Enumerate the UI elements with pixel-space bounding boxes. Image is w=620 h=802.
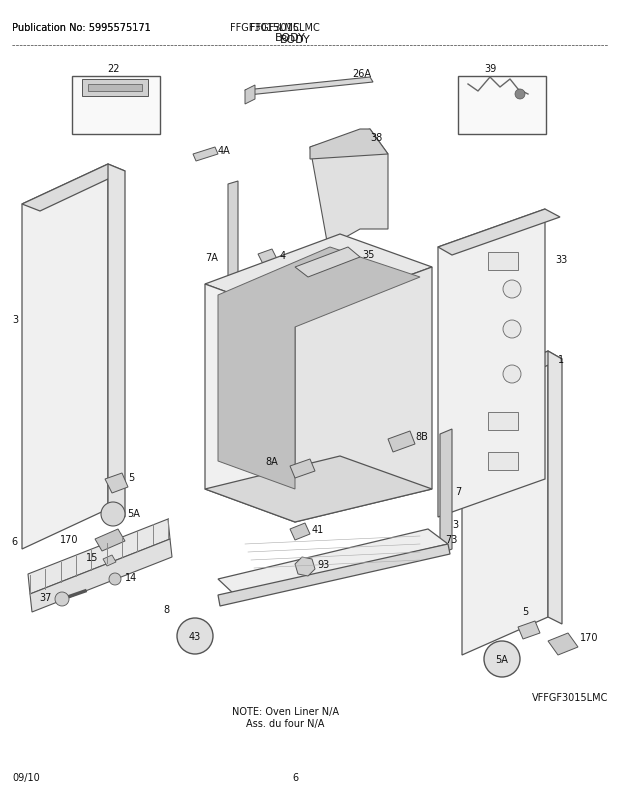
Text: FFGF3015LMC: FFGF3015LMC [250,23,320,33]
Text: 170: 170 [60,534,78,545]
Polygon shape [218,529,448,595]
Circle shape [515,90,525,100]
Polygon shape [310,130,388,160]
Polygon shape [295,557,315,577]
Text: 15: 15 [86,553,98,562]
Polygon shape [258,249,278,267]
Circle shape [503,321,521,338]
Text: 37: 37 [40,592,52,602]
Text: 41: 41 [312,525,324,534]
Polygon shape [193,148,218,162]
Polygon shape [290,460,315,479]
Bar [488,412,518,431]
Polygon shape [295,268,432,522]
Text: Ass. du four N/A: Ass. du four N/A [246,718,324,728]
Polygon shape [245,86,255,105]
Text: 14: 14 [125,573,137,582]
Polygon shape [290,524,310,541]
Text: 38: 38 [370,133,383,143]
Text: 09/10: 09/10 [12,772,40,782]
Polygon shape [105,473,128,493]
Circle shape [484,642,520,677]
Text: 7: 7 [455,486,461,496]
Circle shape [55,592,69,606]
Text: 93: 93 [317,559,329,569]
Text: 8: 8 [164,604,170,614]
Polygon shape [30,539,172,612]
Text: 6: 6 [292,772,298,782]
Text: 5: 5 [128,472,135,482]
Text: 8A: 8A [265,456,278,467]
Polygon shape [228,182,238,333]
Text: 73: 73 [445,534,458,545]
Text: 1: 1 [558,354,564,365]
Circle shape [503,366,521,383]
Polygon shape [518,622,540,639]
Text: 35: 35 [362,249,374,260]
Bar [488,253,518,270]
Text: 26A: 26A [352,69,371,79]
Text: 3: 3 [12,314,18,325]
Text: Publication No: 5995575171: Publication No: 5995575171 [12,23,151,33]
Circle shape [109,573,121,585]
Circle shape [177,618,213,654]
Polygon shape [245,78,373,96]
Polygon shape [218,248,420,489]
Text: 7A: 7A [205,253,218,263]
Polygon shape [205,285,295,522]
Text: VFFGF3015LMC: VFFGF3015LMC [531,692,608,702]
Text: 5A: 5A [495,654,508,664]
Text: Publication No: 5995575171: Publication No: 5995575171 [12,23,151,33]
Polygon shape [28,520,170,594]
Text: 170: 170 [580,632,598,642]
Polygon shape [22,164,125,212]
Text: BODY: BODY [280,35,311,45]
Polygon shape [103,555,116,566]
Polygon shape [440,429,452,554]
Text: 8B: 8B [415,431,428,441]
Text: 3: 3 [452,520,458,529]
Text: 6: 6 [12,537,18,546]
Polygon shape [388,431,415,452]
Polygon shape [548,351,562,624]
Bar [488,452,518,471]
Text: 4A: 4A [218,146,231,156]
Polygon shape [310,130,388,248]
Polygon shape [462,351,562,398]
Text: 5: 5 [522,606,528,616]
Polygon shape [462,351,548,655]
Text: eReplacementParts.com: eReplacementParts.com [234,378,386,391]
Text: 22: 22 [107,64,119,74]
Polygon shape [218,545,450,606]
Polygon shape [438,210,545,517]
Text: NOTE: Oven Liner N/A: NOTE: Oven Liner N/A [231,706,339,716]
Text: FFGF3015LMC: FFGF3015LMC [230,23,299,33]
Circle shape [101,502,125,526]
Polygon shape [88,85,142,92]
Bar [458,77,546,135]
Polygon shape [205,456,432,522]
Polygon shape [548,634,578,655]
Bar [72,77,160,135]
Polygon shape [295,248,360,277]
Polygon shape [438,210,560,256]
Polygon shape [108,164,125,517]
Polygon shape [82,80,148,97]
Text: 39: 39 [484,64,496,74]
Circle shape [503,281,521,298]
Text: 4: 4 [280,251,286,261]
Polygon shape [205,235,432,318]
Polygon shape [22,164,108,549]
Text: 43: 43 [189,631,201,642]
Text: 33: 33 [555,255,567,265]
Text: 5A: 5A [127,508,140,518]
Polygon shape [95,529,125,551]
Text: BODY: BODY [275,33,306,43]
